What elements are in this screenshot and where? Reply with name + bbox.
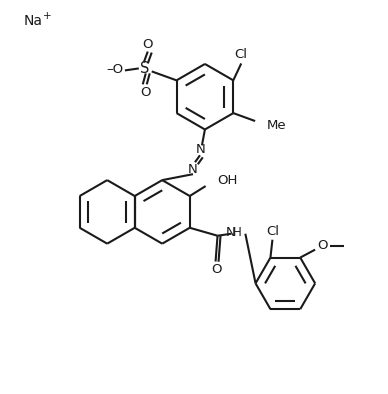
Text: O: O (140, 86, 151, 99)
Text: N: N (196, 143, 206, 156)
Text: O: O (142, 38, 153, 51)
Text: Na: Na (23, 14, 42, 28)
Text: H: H (233, 226, 242, 239)
Text: Cl: Cl (266, 225, 279, 238)
Text: Cl: Cl (235, 48, 248, 61)
Text: N: N (225, 226, 236, 239)
Text: S: S (140, 61, 149, 76)
Text: OH: OH (218, 174, 238, 187)
Text: O: O (211, 263, 222, 276)
Text: Me: Me (267, 119, 287, 132)
Text: O: O (317, 239, 327, 252)
Text: N: N (188, 163, 198, 176)
Text: –O: –O (106, 63, 123, 76)
Text: +: + (43, 11, 52, 21)
